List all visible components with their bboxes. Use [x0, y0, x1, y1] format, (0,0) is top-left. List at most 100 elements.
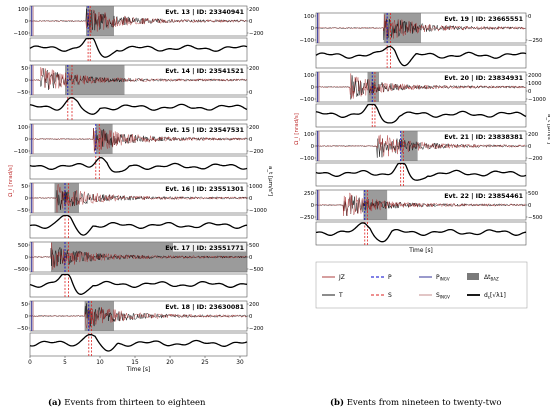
left-tick-label: −50: [17, 326, 29, 332]
right-tick-label: −200: [249, 149, 264, 155]
curve-frame: [29, 155, 248, 180]
left-tick-label: 100: [304, 14, 315, 20]
event-label-box: [173, 125, 246, 134]
vertical-trace: [29, 184, 247, 213]
event-label: Evt. 17 | ID: 23551771: [165, 245, 244, 253]
event-2: Evt. 20 | ID: 238349311000−100200010000−…: [299, 71, 547, 128]
legend-label: JZ: [338, 274, 345, 281]
legend-frame: [315, 261, 528, 309]
vertical-trace: [315, 192, 526, 217]
right-tick-label: 0: [528, 14, 532, 20]
x-tick-label: 15: [131, 360, 139, 366]
panel-b: Evt. 19 | ID: 236655511000−1000−250Evt. …: [294, 12, 550, 254]
legend-item-3: ΔtBAZ: [467, 273, 499, 282]
left-tick-label: 100: [18, 7, 29, 13]
legend-label: T: [338, 292, 343, 299]
right-tick-label: 0: [249, 196, 253, 202]
vertical-trace: [29, 128, 247, 153]
legend-label: dε[√λ1]: [484, 292, 506, 300]
coherence-curve: [29, 96, 248, 115]
event-4: Evt. 22 | ID: 23854461 250 0 −250 500 0 −500: [299, 189, 543, 246]
event-3: Evt. 21 | ID: 23838381 100 0 −100 200 0 −200: [299, 130, 543, 187]
left-axis-label: Ω_i [nrad/s]: [294, 113, 300, 145]
event-label: Evt. 15 | ID: 23547531: [165, 127, 244, 135]
coherence-curve: [29, 156, 248, 173]
coherence-curve: [315, 103, 527, 124]
left-axis-label: Ω_i [nrad/s]: [8, 165, 14, 197]
event-label-box: [452, 132, 525, 141]
left-tick-label: 0: [311, 203, 315, 209]
event-3: Evt. 15 | ID: 23547531 100 0 −100 200 0 −200: [13, 123, 264, 180]
x-tick-label: 25: [201, 360, 209, 366]
right-axis-label: a_t [μm/s²]: [267, 166, 274, 196]
curve-frame: [29, 96, 248, 121]
legend-item-6: SINGV: [419, 292, 450, 300]
left-tick-label: −500: [13, 267, 28, 273]
panel-a: Evt. 13 | ID: 233409411000−1002000−200Ev…: [8, 5, 274, 373]
right-tick-label: 0: [528, 144, 532, 150]
left-tick-label: 100: [18, 125, 29, 131]
curve-frame: [315, 103, 527, 128]
coherence-curve: [315, 162, 527, 181]
x-tick-label: 10: [96, 360, 104, 366]
left-tick-label: 0: [25, 196, 29, 202]
right-tick-label: 200: [249, 66, 260, 72]
right-tick-label: −500: [249, 267, 264, 273]
event-6: Evt. 18 | ID: 23630081 50 0 −50 200 0 −200: [17, 300, 264, 357]
right-tick-label: 0: [528, 203, 532, 209]
left-tick-label: −100: [299, 38, 314, 44]
legend-item-7: dε[√λ1]: [467, 292, 506, 300]
right-tick-label: 0: [249, 137, 253, 143]
legend-label: S: [388, 292, 392, 299]
left-tick-label: −50: [17, 208, 29, 214]
right-tick-label: 0: [528, 89, 532, 95]
left-tick-label: −250: [299, 215, 314, 221]
left-tick-label: −100: [13, 149, 28, 155]
right-tick-label: 200: [249, 302, 260, 308]
event-label-box: [173, 66, 246, 75]
right-tick-label: 0: [249, 255, 253, 261]
left-tick-label: 0: [25, 255, 29, 261]
right-tick-label: 0: [249, 19, 253, 25]
legend-item-5: S: [371, 292, 392, 299]
event-label: Evt. 19 | ID: 23665551: [444, 16, 523, 24]
caption-b-tag: (b): [330, 398, 344, 408]
right-tick-label: 1000: [249, 184, 263, 190]
right-tick-label: 200: [249, 125, 260, 131]
event-label: Evt. 20 | ID: 23834931: [444, 75, 523, 83]
left-tick-label: 100: [304, 73, 315, 79]
right-tick-label: −1000: [249, 208, 268, 214]
right-tick-label: 200: [249, 7, 260, 13]
legend-swatch: [467, 273, 479, 280]
left-tick-label: 250: [304, 191, 315, 197]
legend-label: P: [388, 274, 392, 281]
right-tick-label: −200: [249, 31, 264, 37]
x-tick-label: 0: [28, 360, 32, 366]
event-4: Evt. 16 | ID: 23551301 50 0 −50 1000 0 −1000: [17, 182, 268, 239]
caption-a-text: Events from thirteen to eighteen: [64, 398, 206, 408]
legend-item-4: T: [322, 292, 343, 299]
event-1: Evt. 13 | ID: 23340941 100 0 −100 200 0 −200: [13, 5, 264, 62]
curve-frame: [315, 44, 527, 69]
left-tick-label: −100: [299, 97, 314, 103]
right-tick-label: −500: [528, 215, 543, 221]
event-label-box: [452, 191, 525, 200]
event-label-box: [173, 7, 246, 16]
event-label: Evt. 22 | ID: 23854461: [444, 193, 523, 201]
left-tick-label: −100: [13, 31, 28, 37]
caption-b-text: Events from nineteen to twenty-two: [346, 398, 502, 408]
legend-item-0: JZ: [322, 274, 345, 281]
vertical-trace: [29, 67, 247, 89]
right-tick-label: 200: [528, 132, 539, 138]
event-label-box: [173, 243, 246, 252]
left-tick-label: −50: [17, 90, 29, 96]
vertical-trace: [315, 73, 526, 99]
coherence-curve: [29, 37, 248, 58]
curve-frame: [29, 332, 248, 357]
right-tick-label: −250: [528, 38, 543, 44]
right-tick-label: −1000: [528, 97, 547, 103]
curve-frame: [315, 221, 527, 246]
right-tick-label: 500: [249, 243, 260, 249]
legend-item-1: P: [371, 274, 392, 281]
event-5: Evt. 17 | ID: 23551771 500 0 −500 500 0 −500: [13, 241, 264, 298]
